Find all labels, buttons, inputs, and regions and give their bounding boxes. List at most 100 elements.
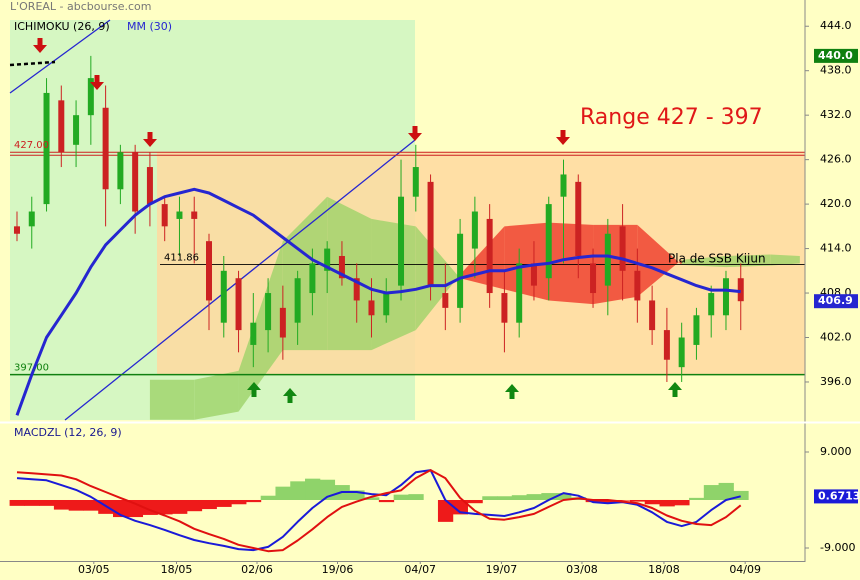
price-box bbox=[814, 294, 858, 309]
candle-body bbox=[176, 211, 183, 219]
candle-body bbox=[43, 92, 50, 205]
y-tick-label: 402.0 bbox=[820, 331, 852, 344]
candle-body bbox=[265, 293, 272, 331]
histogram-bar bbox=[186, 499, 203, 512]
sell-arrow bbox=[556, 130, 570, 145]
histogram-bar bbox=[718, 482, 734, 500]
histogram-bar bbox=[349, 490, 365, 500]
histogram-bar bbox=[615, 499, 631, 501]
histogram-bar bbox=[733, 490, 749, 500]
histogram-bar bbox=[201, 499, 217, 510]
candle-body bbox=[693, 315, 700, 345]
macd-panel bbox=[9, 469, 749, 553]
moving-average bbox=[15, 187, 741, 416]
candle-body bbox=[486, 218, 493, 294]
y-tick-label: 432.0 bbox=[820, 108, 852, 121]
chart-title: L'OREAL - abcbourse.com bbox=[10, 0, 152, 13]
candle-body bbox=[206, 241, 213, 301]
x-tick-label: 18/05 bbox=[161, 563, 193, 576]
candle-body bbox=[590, 263, 597, 294]
candle-body bbox=[634, 270, 641, 301]
candle-body bbox=[220, 270, 227, 323]
y-tick-label: -9.000 bbox=[820, 541, 855, 554]
histogram-bar bbox=[305, 478, 321, 500]
candle-body bbox=[457, 233, 464, 308]
candle-body bbox=[279, 307, 286, 338]
histogram-bar bbox=[53, 499, 70, 510]
value-box bbox=[814, 489, 858, 504]
candle-body bbox=[161, 204, 168, 227]
candle-body bbox=[191, 211, 198, 219]
histogram-bar bbox=[644, 499, 661, 505]
candle-body bbox=[309, 263, 316, 294]
cloud-segment bbox=[282, 196, 328, 351]
candle-body bbox=[102, 107, 109, 190]
histogram-bar bbox=[467, 499, 483, 504]
legend-label: MM (30) bbox=[127, 20, 172, 33]
x-tick-label: 03/05 bbox=[78, 563, 110, 576]
annotation: Range 427 - 397 bbox=[580, 105, 763, 130]
candle-body bbox=[471, 211, 478, 249]
indicator-label: ICHIMOKU (26, 9) bbox=[14, 20, 110, 33]
histogram-bar bbox=[526, 494, 542, 500]
sell-arrow bbox=[33, 38, 47, 53]
cloud-segment bbox=[637, 224, 682, 297]
candle-body bbox=[516, 263, 523, 323]
histogram-bar bbox=[393, 494, 409, 500]
annotation: Pla de SSB Kijun bbox=[668, 252, 766, 266]
cloud-segment bbox=[725, 254, 771, 268]
histogram-bar bbox=[703, 485, 720, 500]
histogram-bar bbox=[689, 497, 705, 500]
buy-arrow bbox=[505, 384, 519, 399]
trend-line bbox=[9, 19, 111, 94]
candle-body bbox=[663, 330, 670, 360]
histogram-bar bbox=[452, 499, 468, 515]
price-box-label: 440.0 bbox=[818, 49, 853, 62]
x-tick-label: 19/06 bbox=[322, 563, 354, 576]
buy-arrow bbox=[283, 388, 297, 403]
histogram-bar bbox=[556, 493, 572, 500]
candle-body bbox=[324, 248, 331, 271]
arrows bbox=[33, 38, 682, 403]
labels: L'OREAL - abcbourse.com ICHIMOKU (26, 9)… bbox=[10, 0, 766, 439]
candle-body bbox=[383, 293, 390, 316]
y-tick-label: 9.000 bbox=[820, 445, 852, 458]
candle-body bbox=[575, 181, 582, 256]
cloud-segment bbox=[194, 370, 239, 420]
candle-body bbox=[530, 263, 537, 286]
candle-body bbox=[560, 174, 567, 197]
candle-body bbox=[294, 278, 301, 323]
cloud-segment bbox=[415, 226, 461, 331]
histogram-bar bbox=[245, 499, 262, 503]
histogram-bar bbox=[408, 494, 424, 500]
y-tick-label: 414.0 bbox=[820, 242, 852, 255]
histogram-bar bbox=[600, 499, 616, 504]
histogram-bar bbox=[216, 499, 232, 507]
y-tick-label: 420.0 bbox=[820, 197, 852, 210]
candle-body bbox=[398, 196, 405, 286]
macd-title: MACDZL (12, 26, 9) bbox=[14, 426, 122, 439]
cloud-segment bbox=[460, 226, 505, 290]
histogram-bar bbox=[24, 499, 40, 506]
histogram-bar bbox=[629, 499, 646, 502]
candle-body bbox=[87, 78, 94, 116]
y-tick-label: 438.0 bbox=[820, 64, 852, 77]
cloud-segment bbox=[371, 218, 416, 351]
value-box-label: 0.6713 bbox=[818, 489, 860, 502]
histogram-bar bbox=[497, 496, 513, 500]
histogram-bar bbox=[275, 486, 291, 500]
cloud-segment bbox=[149, 379, 195, 420]
candle-body bbox=[146, 167, 153, 205]
candle-body bbox=[427, 181, 434, 286]
candle-body bbox=[132, 152, 139, 212]
buy-arrow bbox=[247, 382, 261, 397]
histogram-bar bbox=[378, 499, 395, 503]
candle-body bbox=[649, 300, 656, 331]
histogram-bar bbox=[437, 499, 454, 522]
candle-body bbox=[412, 167, 419, 197]
histogram-bar bbox=[482, 496, 498, 500]
histogram-bar bbox=[290, 481, 306, 500]
sell-arrow bbox=[143, 132, 157, 147]
candle-body bbox=[678, 337, 685, 368]
